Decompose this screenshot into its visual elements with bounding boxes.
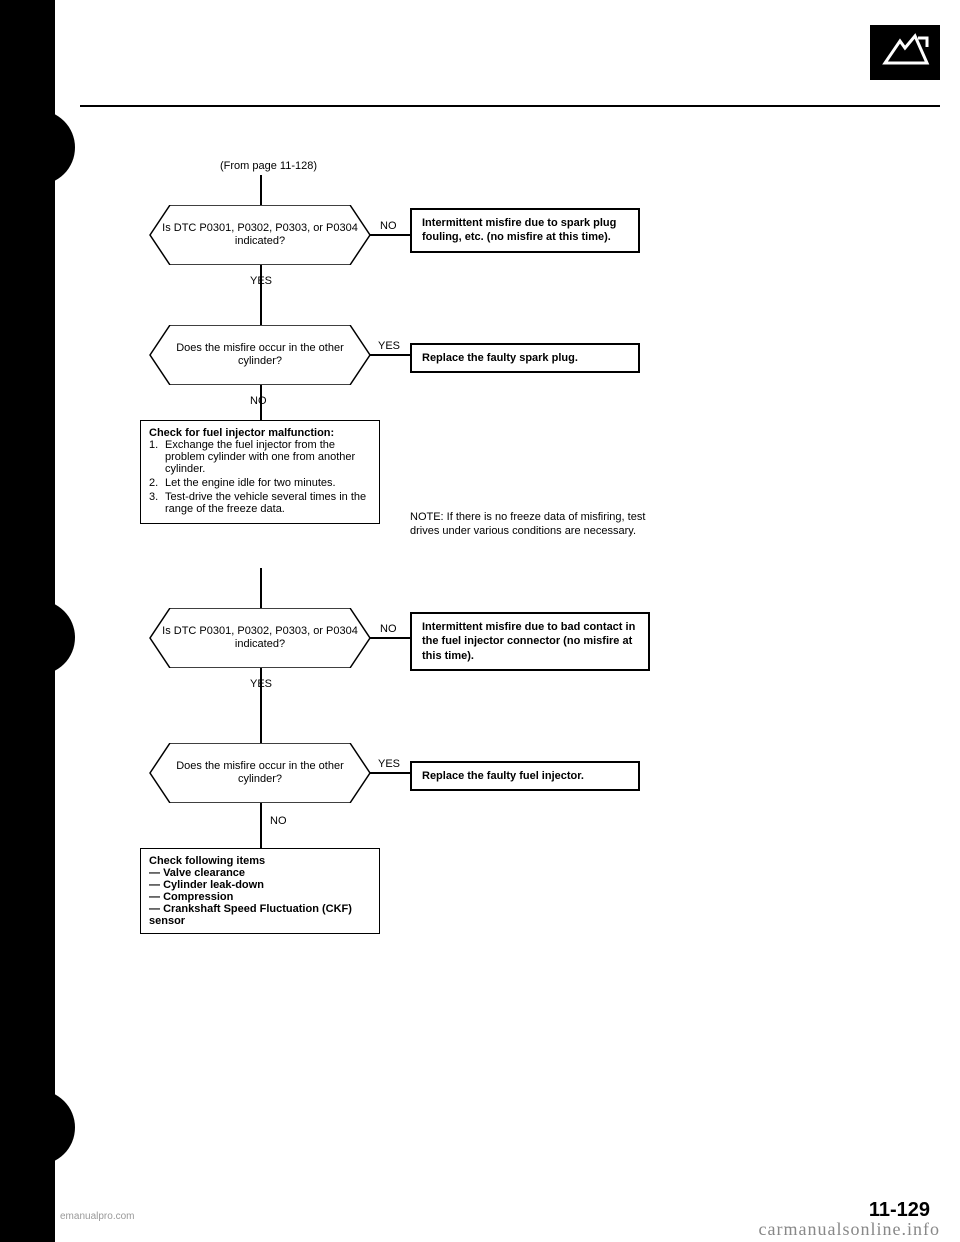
binder-hole [0,110,75,185]
yes-label: YES [250,678,272,690]
decision-dtc-1: Is DTC P0301, P0302, P0303, or P0304 ind… [130,205,390,265]
connector [260,568,262,608]
action-replace-spark-plug: Replace the faulty spark plug. [410,343,640,373]
connector [260,175,262,205]
decision-text: Does the misfire occur in the other cyli… [130,325,390,385]
yes-label: YES [378,340,400,352]
connector [370,772,410,774]
decision-misfire-1: Does the misfire occur in the other cyli… [130,325,390,385]
no-label: NO [380,623,397,635]
no-label: NO [250,395,267,407]
action-intermittent-injector: Intermittent misfire due to bad contact … [410,612,650,671]
process-check-injector: Check for fuel injector malfunction: 1.E… [140,420,380,524]
binder-hole [0,600,75,675]
process-check-items: Check following items Valve clearance Cy… [140,848,380,934]
yes-label: YES [378,758,400,770]
connector [260,803,262,848]
yes-label: YES [250,275,272,287]
note-freeze-data: NOTE: If there is no freeze data of misf… [410,510,650,539]
from-page-label: (From page 11-128) [220,160,317,172]
brand-badge [870,25,940,80]
connector [370,637,410,639]
decision-dtc-2: Is DTC P0301, P0302, P0303, or P0304 ind… [130,608,390,668]
connector [370,354,410,356]
binder-hole [0,1090,75,1165]
decision-misfire-2: Does the misfire occur in the other cyli… [130,743,390,803]
header-rule [80,105,940,107]
footer-source: emanualpro.com [60,1211,134,1222]
action-intermittent-spark: Intermittent misfire due to spark plug f… [410,208,640,253]
no-label: NO [380,220,397,232]
decision-text: Is DTC P0301, P0302, P0303, or P0304 ind… [130,205,390,265]
watermark: carmanualsonline.info [759,1219,940,1240]
decision-text: Is DTC P0301, P0302, P0303, or P0304 ind… [130,608,390,668]
no-label: NO [270,815,287,827]
check-title: Check for fuel injector malfunction: [149,427,371,439]
connector [370,234,410,236]
connector [260,265,262,325]
action-replace-injector: Replace the faulty fuel injector. [410,761,640,791]
decision-text: Does the misfire occur in the other cyli… [130,743,390,803]
check-title: Check following items [149,855,371,867]
